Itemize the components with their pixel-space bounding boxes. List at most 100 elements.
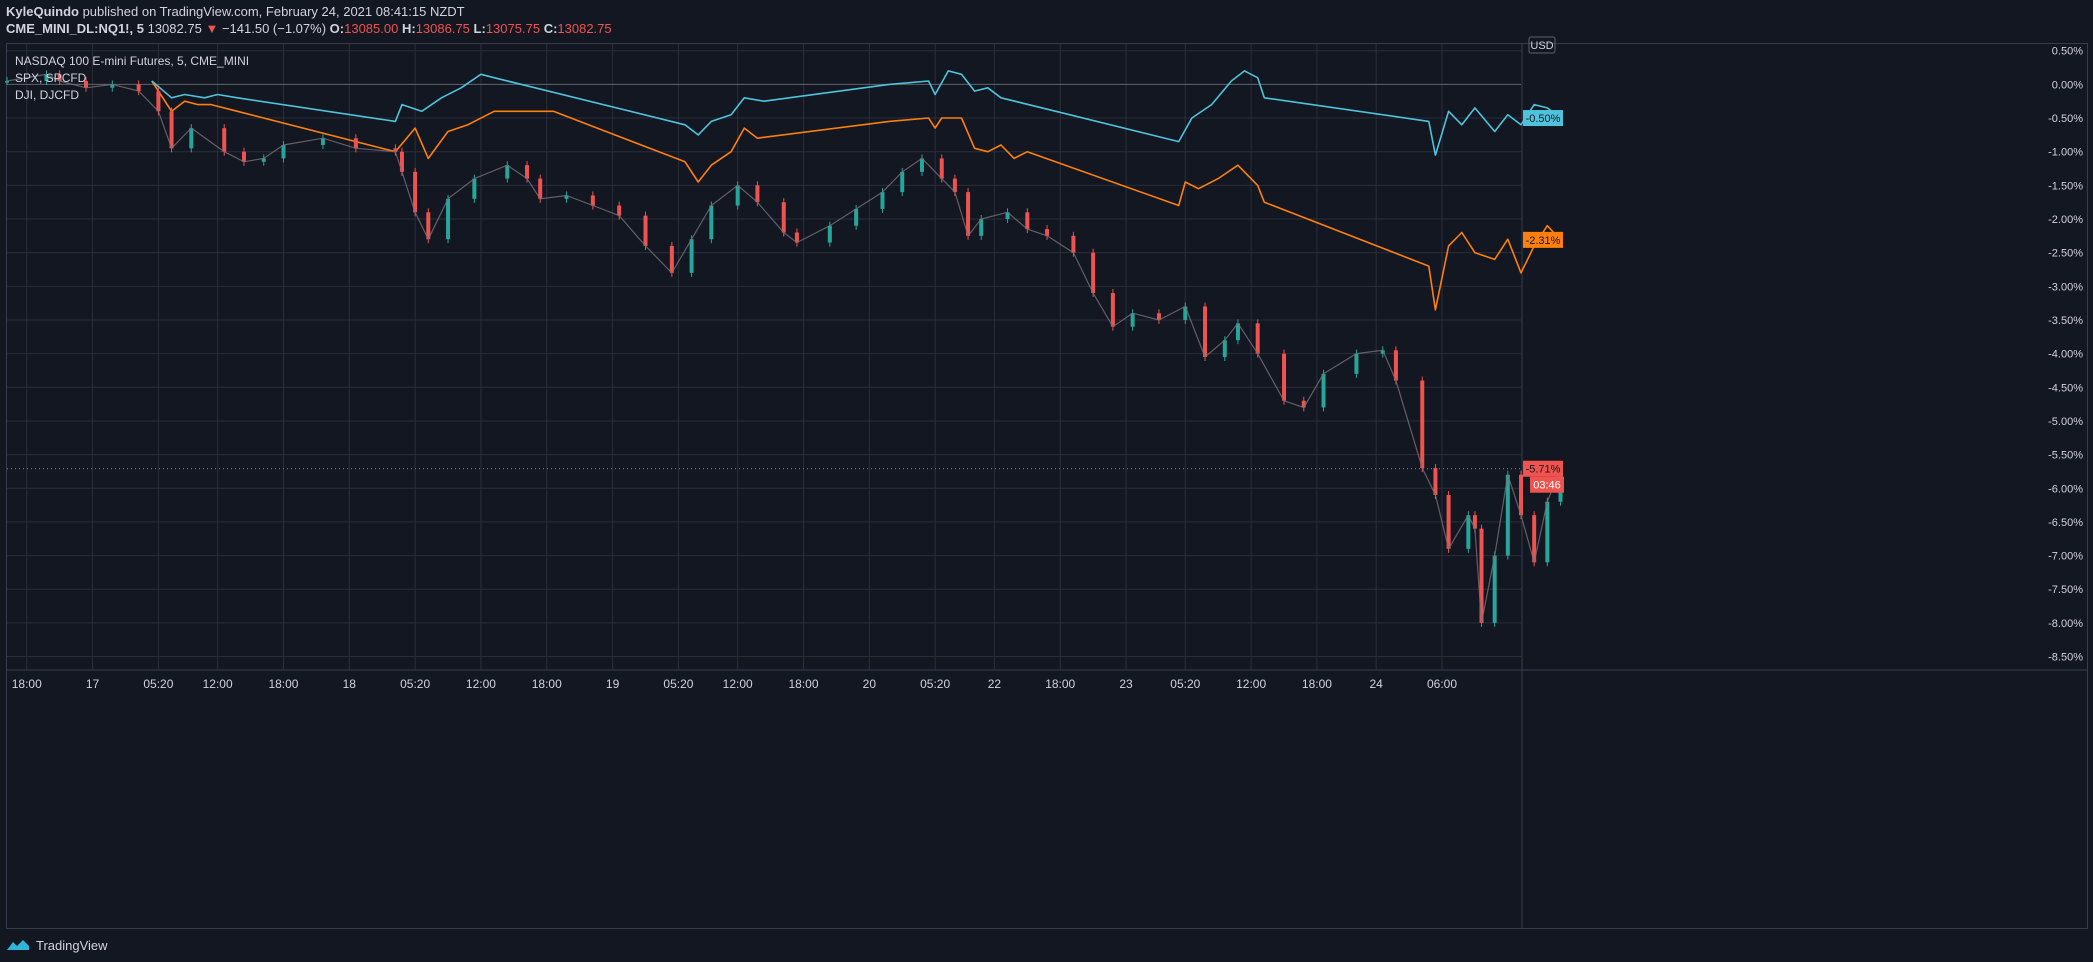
candle-body[interactable]: [794, 232, 799, 243]
candle-body[interactable]: [446, 198, 451, 240]
candle-body[interactable]: [241, 151, 246, 162]
candle-body[interactable]: [169, 111, 174, 149]
candle-body[interactable]: [83, 81, 88, 88]
candle-body[interactable]: [1255, 323, 1260, 354]
candle-body[interactable]: [1301, 400, 1306, 408]
legend-dji-series[interactable]: DJI, DJCFD: [15, 88, 79, 102]
candle-body[interactable]: [979, 219, 984, 236]
y-tick-label: -1.00%: [2048, 147, 2083, 159]
candle-body[interactable]: [709, 205, 714, 240]
candle-body[interactable]: [1025, 212, 1030, 230]
candle-body[interactable]: [189, 128, 194, 149]
candle-body[interactable]: [1321, 373, 1326, 408]
candle-body[interactable]: [156, 91, 161, 112]
countdown-label: 03:46: [1533, 480, 1561, 492]
x-tick-label: 06:00: [1427, 677, 1457, 691]
candle-body[interactable]: [1380, 350, 1385, 354]
candle-body[interactable]: [1472, 515, 1477, 529]
candle-body[interactable]: [426, 212, 431, 240]
x-tick-label: 18:00: [1302, 677, 1332, 691]
last-value-label: -0.50%: [1526, 113, 1561, 125]
candle-body[interactable]: [590, 195, 595, 206]
candle-body[interactable]: [505, 165, 510, 179]
candle-body[interactable]: [1005, 212, 1010, 220]
currency-box[interactable]: [1528, 36, 1556, 54]
candle-body[interactable]: [1519, 474, 1523, 516]
candle-body[interactable]: [281, 144, 286, 159]
series-line[interactable]: [151, 70, 1561, 156]
candle-body[interactable]: [919, 158, 924, 172]
candle-body[interactable]: [472, 178, 477, 199]
author-name[interactable]: KyleQuindo: [6, 4, 79, 19]
x-tick-label: 05:20: [920, 677, 950, 691]
candle-body[interactable]: [1446, 494, 1451, 549]
candle-body[interactable]: [952, 178, 957, 193]
candle-body[interactable]: [1235, 323, 1240, 341]
candle-body[interactable]: [1203, 306, 1208, 357]
candle-body[interactable]: [353, 138, 358, 149]
candle-body[interactable]: [1130, 313, 1135, 327]
candle-body[interactable]: [1183, 306, 1188, 320]
x-tick-label: 20: [863, 677, 877, 691]
symbol-label[interactable]: CME_MINI_DL:NQ1!, 5: [6, 21, 144, 36]
candle-body[interactable]: [1282, 353, 1287, 401]
candle-body[interactable]: [399, 151, 404, 172]
brand-name[interactable]: TradingView: [36, 937, 108, 953]
candle-body[interactable]: [617, 205, 622, 216]
candle-body[interactable]: [1156, 313, 1161, 320]
candle-body[interactable]: [1466, 515, 1471, 549]
legend-main-series[interactable]: NASDAQ 100 E-mini Futures, 5, CME_MINI: [15, 54, 250, 68]
candle-trace: [6, 73, 1562, 624]
candle-body[interactable]: [827, 225, 832, 243]
y-tick-label: 0.50%: [2052, 46, 2083, 58]
candle-body[interactable]: [900, 171, 905, 193]
candle-body[interactable]: [880, 192, 885, 209]
candle-body[interactable]: [689, 239, 694, 273]
candle-body[interactable]: [136, 84, 141, 92]
candle-body[interactable]: [1492, 555, 1497, 623]
candle-body[interactable]: [110, 84, 115, 88]
candle-body[interactable]: [1110, 293, 1115, 327]
candle-body[interactable]: [669, 245, 674, 273]
candle-body[interactable]: [966, 192, 971, 236]
plot-area[interactable]: [7, 44, 1521, 670]
candle-body[interactable]: [1091, 252, 1096, 294]
candle-body[interactable]: [564, 195, 569, 199]
candle-body[interactable]: [5, 81, 9, 83]
candle-body[interactable]: [1433, 468, 1438, 495]
candle-body[interactable]: [222, 128, 227, 152]
footer-brand: TradingView: [6, 934, 108, 956]
candle-body[interactable]: [393, 148, 398, 152]
legend-spx-series[interactable]: SPX, SPCFD: [15, 71, 87, 85]
candle-body[interactable]: [1393, 350, 1398, 381]
open-label: O:: [329, 21, 345, 36]
candle-body[interactable]: [1071, 235, 1076, 253]
price-change: −141.50 (−1.07%): [221, 21, 327, 36]
candle-body[interactable]: [525, 165, 530, 179]
candle-body[interactable]: [643, 215, 648, 246]
candle-body[interactable]: [1420, 380, 1425, 469]
candle-body[interactable]: [1354, 353, 1359, 374]
candle-body[interactable]: [1479, 528, 1484, 623]
candle-body[interactable]: [755, 185, 760, 203]
candle-body[interactable]: [320, 138, 325, 145]
candle-body[interactable]: [854, 208, 859, 226]
candle-body[interactable]: [44, 74, 49, 82]
candle-body[interactable]: [261, 158, 266, 162]
y-tick-label: -2.50%: [2048, 248, 2083, 260]
candle-body[interactable]: [781, 202, 786, 233]
y-tick-label: -6.00%: [2048, 483, 2083, 495]
candle-body[interactable]: [939, 158, 944, 179]
candle-body[interactable]: [1545, 501, 1550, 563]
candle-body[interactable]: [538, 178, 543, 199]
candle-body[interactable]: [1045, 229, 1050, 236]
candle-body[interactable]: [1222, 340, 1227, 357]
candle-body[interactable]: [1505, 474, 1510, 556]
candle-body[interactable]: [1532, 515, 1537, 563]
candle-body[interactable]: [413, 171, 418, 213]
series-line[interactable]: [151, 80, 1562, 311]
candle-body[interactable]: [735, 185, 740, 206]
y-tick-label: -8.00%: [2048, 618, 2083, 630]
candle-body[interactable]: [57, 74, 62, 82]
